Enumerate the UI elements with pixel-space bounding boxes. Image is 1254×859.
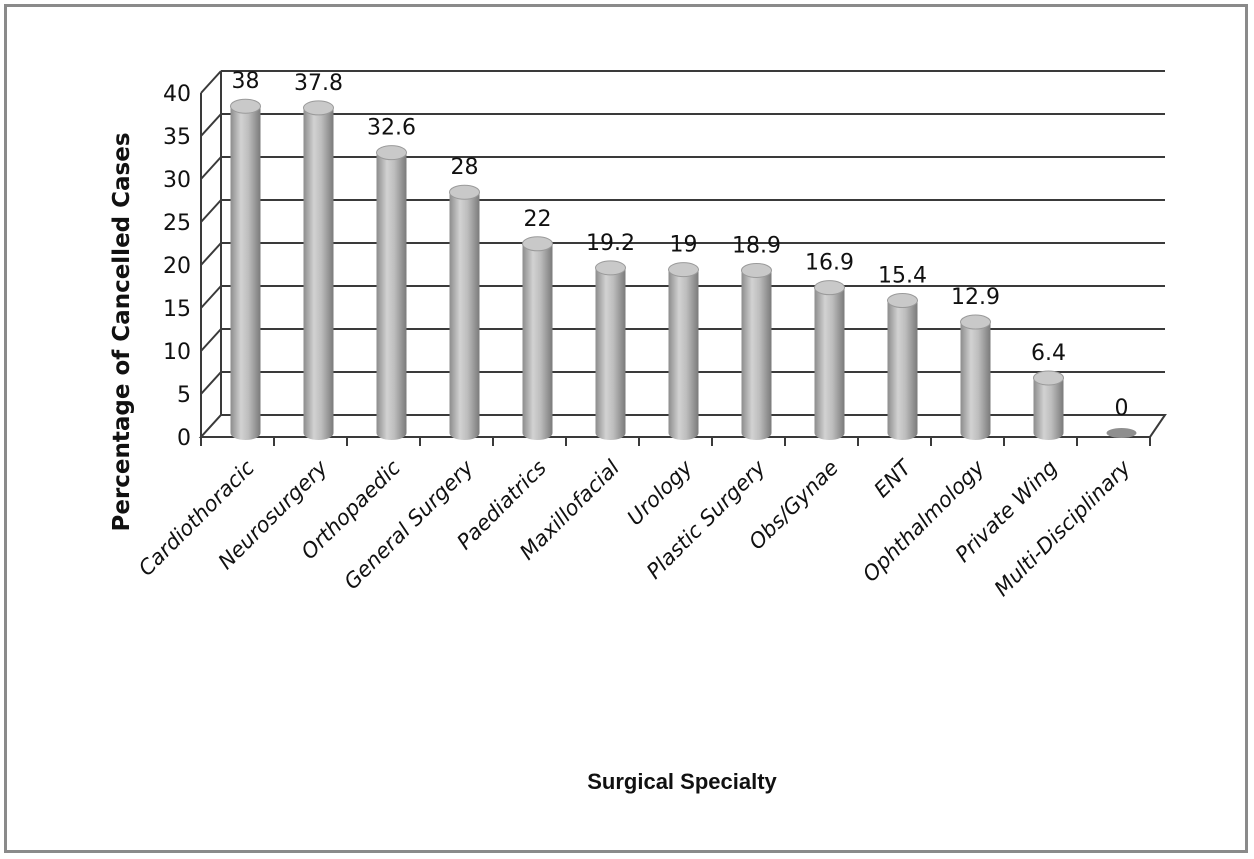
- bar-body: [595, 267, 626, 433]
- bar-ent: [887, 293, 918, 440]
- y-axis-title: Percentage of Cancelled Cases: [109, 132, 135, 531]
- grid-line-depth: [200, 199, 222, 223]
- bar-body: [230, 106, 261, 433]
- category-label: Multi-Disciplinary: [990, 455, 1136, 601]
- bar-top: [230, 98, 261, 114]
- bar-top: [668, 262, 699, 278]
- grid-line-depth: [200, 328, 222, 352]
- data-label: 28: [451, 155, 479, 180]
- bar-base: [376, 426, 407, 440]
- bar-body: [303, 107, 334, 434]
- bar-neurosurgery: [303, 100, 334, 440]
- bar-paediatrics: [522, 236, 553, 440]
- grid-line-depth: [200, 113, 222, 137]
- chart-frame: 0 5 10 15 20 25 30 35 40 38 37.8 32.6 28 22 19.2 19 18.…: [4, 4, 1248, 853]
- data-label: 19.2: [586, 231, 635, 256]
- data-label: 0: [1115, 396, 1129, 421]
- data-label: 37.8: [294, 71, 343, 96]
- y-axis-ticks: 0 5 10 15 20 25 30 35 40: [163, 82, 191, 451]
- category-label: General Surgery: [339, 455, 478, 594]
- bar-obs-gynae: [814, 280, 845, 440]
- bar-base: [230, 426, 261, 440]
- y-tick-label: 30: [163, 168, 191, 193]
- data-label: 18.9: [732, 233, 781, 258]
- bar-body: [960, 322, 991, 433]
- bar-body: [376, 152, 407, 433]
- bar-base: [1033, 426, 1064, 440]
- bar-body: [522, 243, 553, 433]
- bar-base: [668, 426, 699, 440]
- bar-private-wing: [1033, 370, 1064, 440]
- category-labels: CardiothoracicNeurosurgeryOrthopaedicGen…: [134, 454, 1136, 601]
- bar-base: [887, 426, 918, 440]
- grid-line-depth: [200, 70, 222, 94]
- data-label: 16.9: [805, 251, 854, 276]
- bar-base: [741, 426, 772, 440]
- category-label: Urology: [623, 455, 698, 530]
- bar-maxillofacial: [595, 260, 626, 440]
- bar-multi-disciplinary: [1106, 428, 1137, 438]
- bar-body: [1033, 377, 1064, 433]
- y-tick-label: 20: [163, 254, 191, 279]
- bar-top: [887, 293, 918, 309]
- bar-general-surgery: [449, 184, 480, 440]
- category-label: Ophthalmology: [858, 455, 989, 586]
- bar-top: [303, 100, 334, 116]
- bar-base: [449, 426, 480, 440]
- bar-top: [960, 314, 991, 330]
- bar-base: [303, 426, 334, 440]
- bar-top: [1106, 428, 1137, 438]
- bar-orthopaedic: [376, 145, 407, 440]
- y-tick-label: 0: [177, 426, 191, 451]
- y-tick-label: 35: [163, 125, 191, 150]
- data-label: 22: [524, 207, 552, 232]
- y-tick-label: 25: [163, 211, 191, 236]
- bar-base: [595, 426, 626, 440]
- grid-line-depth: [200, 371, 222, 395]
- y-tick-label: 40: [163, 82, 191, 107]
- y-tick-label: 15: [163, 297, 191, 322]
- y-tick-label: 5: [177, 383, 191, 408]
- data-labels: 38 37.8 32.6 28 22 19.2 19 18.9 16.9 15.4 12.9 6.4 0: [232, 69, 1129, 421]
- bar-chart: 0 5 10 15 20 25 30 35 40 38 37.8 32.6 28 22 19.2 19 18.…: [109, 69, 1167, 794]
- y-tick-label: 10: [163, 340, 191, 365]
- bar-plastic-surgery: [741, 262, 772, 440]
- bar-base: [814, 426, 845, 440]
- bar-base: [522, 426, 553, 440]
- x-axis-title: Surgical Specialty: [587, 769, 777, 794]
- category-label: ENT: [869, 454, 917, 502]
- data-label: 12.9: [951, 285, 1000, 310]
- data-label: 19: [670, 233, 698, 258]
- bar-top: [814, 280, 845, 296]
- grid-line-depth: [200, 242, 222, 266]
- bar-body: [668, 269, 699, 433]
- bar-ophthalmology: [960, 314, 991, 440]
- data-label: 32.6: [367, 116, 416, 141]
- bar-base: [960, 426, 991, 440]
- bar-urology: [668, 262, 699, 440]
- bar-top: [595, 260, 626, 276]
- data-label: 15.4: [878, 264, 927, 289]
- bar-top: [741, 262, 772, 278]
- bars: [230, 98, 1137, 440]
- bar-top: [522, 236, 553, 252]
- data-label: 6.4: [1031, 341, 1066, 366]
- bar-cardiothoracic: [230, 98, 261, 440]
- grid-line-depth: [200, 156, 222, 180]
- bar-body: [887, 300, 918, 433]
- bar-body: [449, 192, 480, 433]
- grid-line-depth: [200, 285, 222, 309]
- bar-top: [449, 184, 480, 200]
- bar-body: [741, 270, 772, 433]
- data-label: 38: [232, 69, 260, 94]
- bar-top: [1033, 370, 1064, 386]
- bar-body: [814, 287, 845, 433]
- bar-top: [376, 145, 407, 161]
